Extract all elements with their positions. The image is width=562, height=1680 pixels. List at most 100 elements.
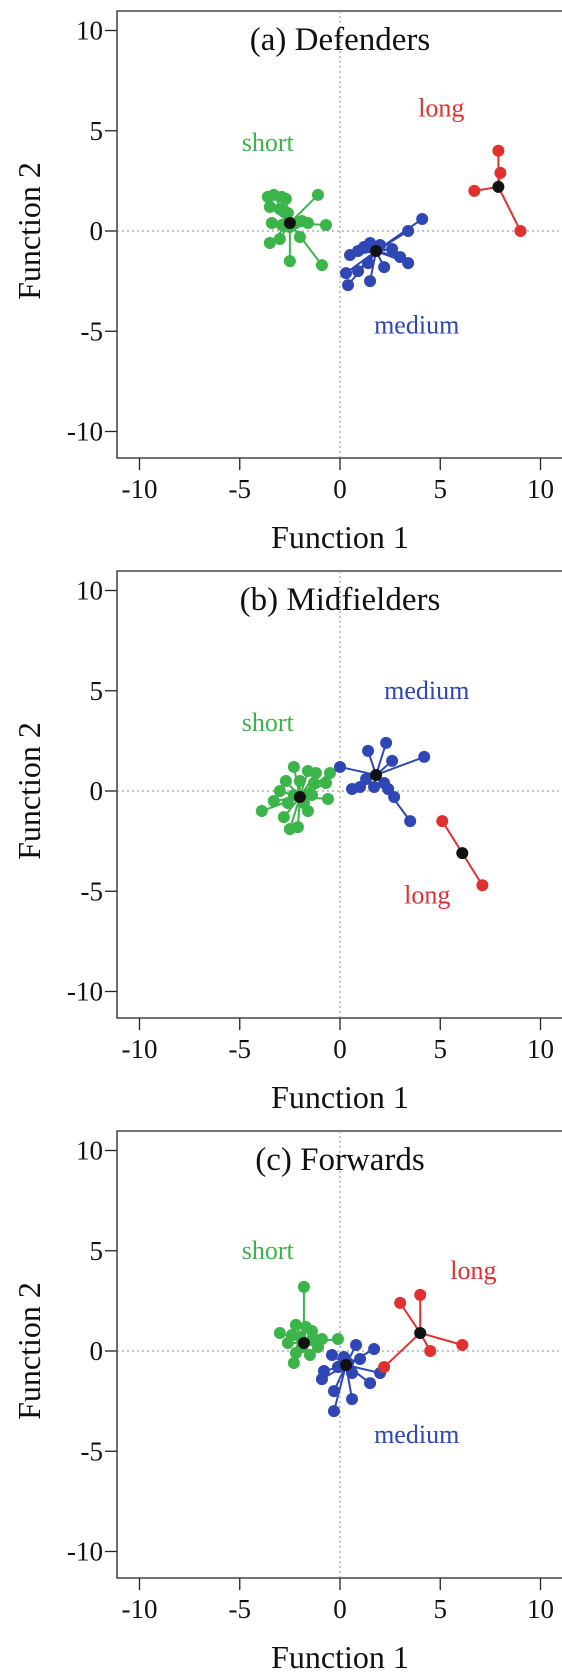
centroid-short xyxy=(283,216,296,229)
spoke-medium xyxy=(333,1364,347,1412)
point-medium xyxy=(418,750,431,763)
point-long xyxy=(492,144,505,157)
point-short xyxy=(281,797,294,810)
spoke-long xyxy=(441,820,464,854)
x-tick-label: 5 xyxy=(434,1594,448,1624)
y-tick-label: -5 xyxy=(81,316,104,346)
point-long xyxy=(394,1296,407,1309)
point-short xyxy=(323,766,336,779)
point-medium xyxy=(346,1393,359,1406)
chart-svg: -10 -5 0 5 10 -10 -5 0 5 10 Function 1 Function 2 (c… xyxy=(11,1130,562,1675)
point-short xyxy=(301,216,314,229)
x-tick-label: 0 xyxy=(333,1594,347,1624)
group-medium xyxy=(334,736,431,828)
spoke-medium xyxy=(345,250,377,274)
point-medium xyxy=(364,1377,377,1390)
x-tick-label: 0 xyxy=(333,474,347,504)
y-tick-label: 0 xyxy=(90,776,104,806)
x-tick-label: -5 xyxy=(229,1034,252,1064)
point-medium xyxy=(404,815,417,828)
x-tick-label: -5 xyxy=(229,1594,252,1624)
point-medium xyxy=(364,275,377,288)
point-long xyxy=(414,1288,427,1301)
centroid-medium xyxy=(370,245,383,258)
point-short xyxy=(255,805,268,818)
point-short xyxy=(291,821,304,834)
point-medium xyxy=(380,736,393,749)
point-short xyxy=(273,233,286,246)
group-short xyxy=(255,760,336,836)
chart-title: (c) Forwards xyxy=(255,1142,425,1178)
point-short xyxy=(273,785,286,797)
y-tick-label: 10 xyxy=(76,1136,103,1166)
y-tick-label: 0 xyxy=(90,216,104,246)
point-long xyxy=(494,166,507,179)
group-short xyxy=(261,188,332,272)
point-short xyxy=(265,216,278,229)
point-short xyxy=(263,200,276,213)
group-short xyxy=(273,1280,344,1370)
plot-frame xyxy=(116,10,562,459)
point-short xyxy=(309,766,322,779)
point-medium xyxy=(350,1338,363,1351)
point-medium xyxy=(342,279,355,292)
x-tick-label: -5 xyxy=(229,474,252,504)
point-medium xyxy=(362,257,375,270)
point-medium xyxy=(327,1385,340,1398)
spoke-long xyxy=(461,852,484,886)
group-medium xyxy=(315,1338,387,1418)
x-axis-label: Function 1 xyxy=(271,1639,409,1675)
y-tick-label: 5 xyxy=(90,116,104,146)
y-tick-label: 10 xyxy=(76,16,103,46)
point-short xyxy=(305,789,318,802)
group-label-short: short xyxy=(242,128,295,157)
point-short xyxy=(307,776,320,789)
spoke-medium xyxy=(375,755,425,776)
point-short xyxy=(263,237,276,250)
group-long xyxy=(436,815,489,892)
x-tick-label: -10 xyxy=(122,1034,158,1064)
spoke-long xyxy=(399,1302,422,1334)
chart-svg: -10 -5 0 5 10 -10 -5 0 5 10 Function 1 Function 2 (b… xyxy=(11,570,562,1115)
point-long xyxy=(424,1345,437,1357)
plot-frame xyxy=(116,570,562,1019)
point-medium xyxy=(402,225,415,237)
point-long xyxy=(378,1361,391,1374)
point-medium xyxy=(416,212,429,225)
x-axis-label: Function 1 xyxy=(271,519,409,555)
group-label-long: long xyxy=(418,94,464,123)
point-medium xyxy=(368,780,381,793)
point-short xyxy=(319,218,332,231)
y-tick-label: -5 xyxy=(81,1436,104,1466)
point-medium xyxy=(388,791,401,804)
spoke-medium xyxy=(339,765,377,776)
point-medium xyxy=(386,754,399,767)
chart-panel-midfielders: -10 -5 0 5 10 -10 -5 0 5 10 Function 1 Function 2 (b… xyxy=(0,560,562,1120)
point-short xyxy=(279,192,292,205)
point-short xyxy=(311,1340,324,1353)
point-medium xyxy=(368,1342,381,1355)
x-tick-label: 5 xyxy=(434,1034,448,1064)
point-short xyxy=(315,259,328,272)
point-short xyxy=(331,1332,344,1345)
chart-panel-defenders: -10 -5 0 5 10 -10 -5 0 5 10 Function 1 Function 2 (a… xyxy=(0,0,562,560)
point-short xyxy=(289,1347,302,1360)
x-tick-label: 10 xyxy=(527,1594,554,1624)
spoke-long xyxy=(419,1331,463,1346)
point-short xyxy=(283,255,296,268)
point-long xyxy=(456,1338,469,1351)
centroid-long xyxy=(456,847,469,860)
group-label-short: short xyxy=(242,1236,295,1265)
spoke-short xyxy=(289,222,323,266)
point-medium xyxy=(340,267,353,280)
group-label-short: short xyxy=(242,708,295,737)
point-short xyxy=(267,795,280,808)
chart-title: (b) Midfielders xyxy=(240,582,441,618)
y-axis-label: Function 2 xyxy=(11,1282,47,1420)
y-tick-label: 0 xyxy=(90,1336,104,1366)
group-label-medium: medium xyxy=(374,310,459,339)
x-tick-label: 10 xyxy=(527,474,554,504)
point-short xyxy=(303,1349,316,1362)
x-tick-label: -10 xyxy=(122,1594,158,1624)
y-tick-label: -5 xyxy=(81,876,104,906)
